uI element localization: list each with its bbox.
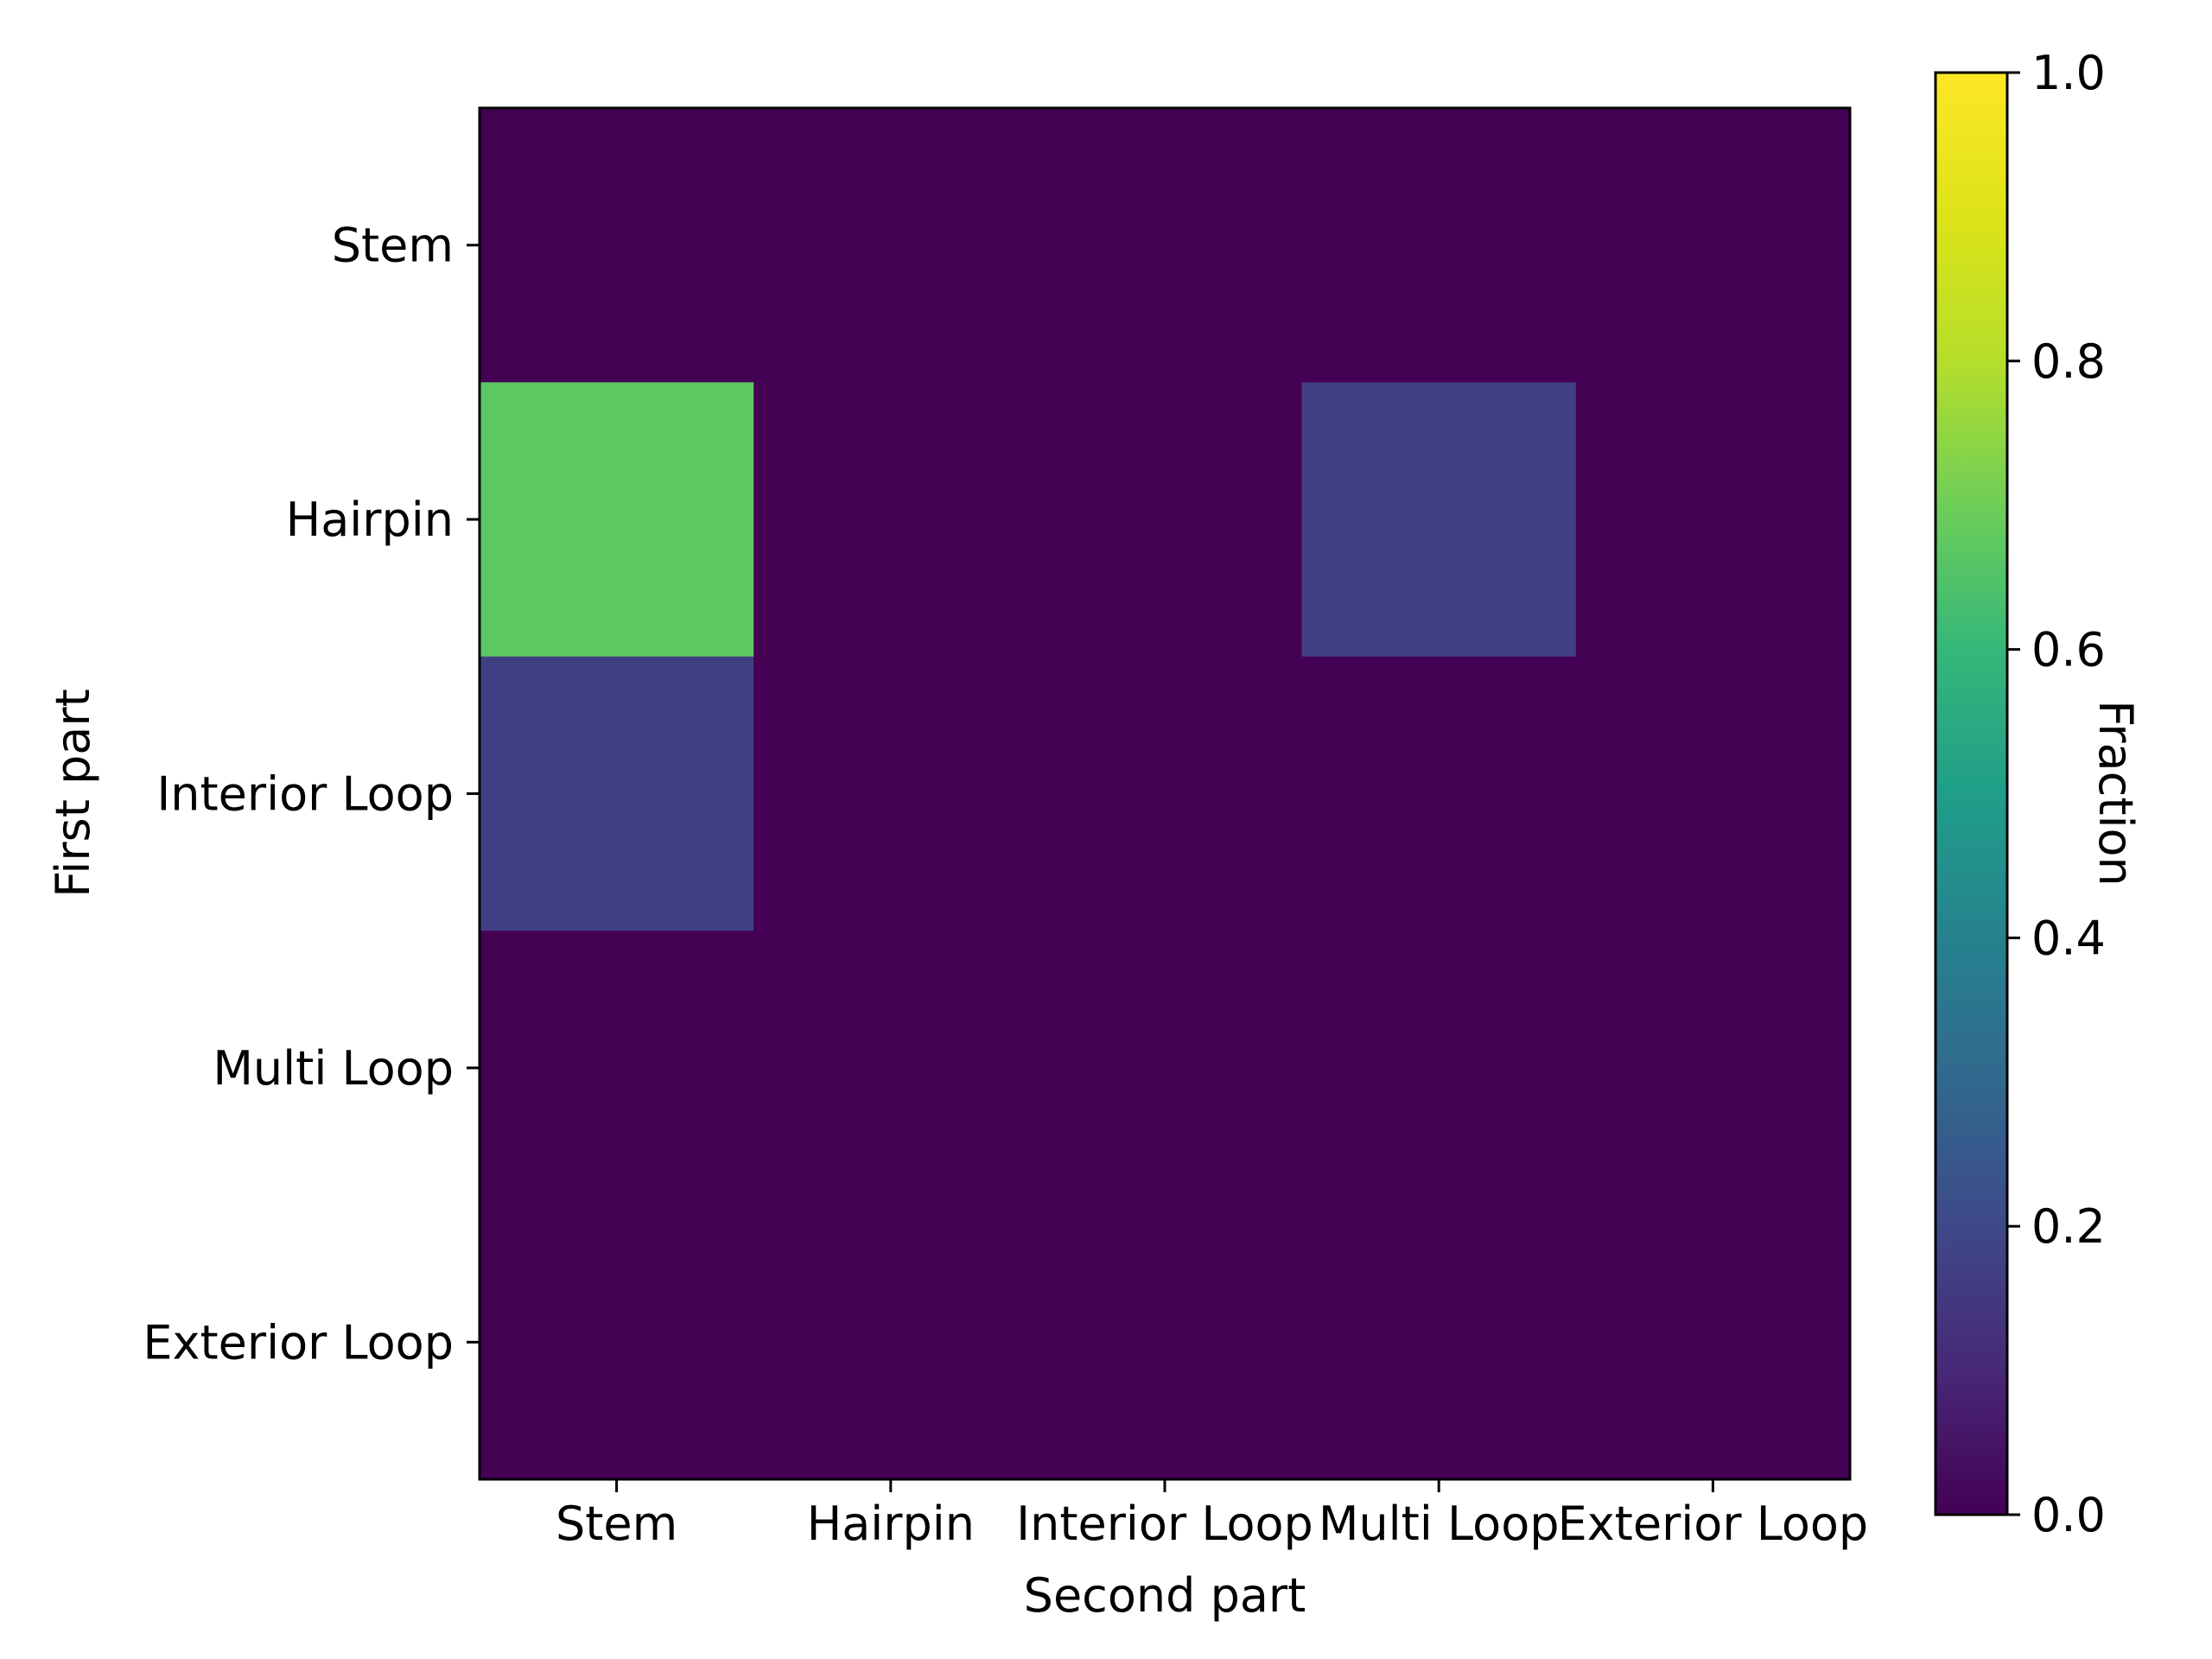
heatmap-cells (480, 108, 1851, 1480)
colorbar (1934, 71, 2009, 1516)
x-tick-label: Interior Loop (1016, 1497, 1313, 1551)
heatmap-cell (1027, 382, 1303, 658)
heatmap-cell (1027, 1205, 1303, 1480)
colorbar-tick-label: 0.6 (2031, 623, 2106, 677)
x-tick-label: Hairpin (807, 1497, 975, 1551)
colorbar-tick-label: 1.0 (2031, 46, 2106, 100)
heatmap-cell (753, 931, 1028, 1206)
heatmap-cell (753, 656, 1028, 931)
heatmap-cell (753, 382, 1028, 658)
heatmap-cell (1575, 656, 1851, 931)
colorbar-tick-label: 0.0 (2031, 1488, 2106, 1542)
y-tick-label: Exterior Loop (143, 1315, 454, 1370)
heatmap-cell (1301, 656, 1577, 931)
y-axis-label: First part (46, 689, 100, 898)
heatmap-cell (1027, 931, 1303, 1206)
heatmap-cell (1027, 656, 1303, 931)
heatmap-cell (1575, 931, 1851, 1206)
x-axis-ticks: Stem Hairpin Interior Loop Multi LoopExteri… (556, 1479, 1868, 1551)
heatmap-cell (1575, 1205, 1851, 1480)
heatmap-cell (480, 1205, 754, 1480)
x-tick-label: Exterior Loop (1558, 1497, 1869, 1551)
heatmap-cell (1301, 108, 1577, 383)
y-tick-label: Interior Loop (156, 767, 454, 822)
heatmap-cell (753, 1205, 1028, 1480)
heatmap-cell (753, 108, 1028, 383)
x-tick-label: Stem (556, 1497, 677, 1551)
heatmap-cell (480, 931, 754, 1206)
heatmap-cell (1575, 108, 1851, 383)
heatmap-cell (1301, 382, 1577, 658)
colorbar-tick-label: 0.2 (2031, 1199, 2106, 1254)
heatmap-cell (480, 656, 754, 931)
y-axis-ticks: Stem Hairpin Interior Loop Multi Loop Exteri… (143, 219, 480, 1370)
colorbar-tick-label: 0.4 (2031, 911, 2106, 965)
heatmap-cell (1301, 931, 1577, 1206)
colorbar-ticks: 0.0 0.2 0.4 0.6 0.8 1.0 (2007, 46, 2106, 1542)
x-axis-label: Second part (1024, 1568, 1306, 1623)
y-tick-label: Hairpin (286, 493, 454, 547)
colorbar-label: Fraction (2088, 700, 2143, 887)
heatmap-cell (1575, 382, 1851, 658)
heatmap-cell (480, 382, 754, 658)
y-tick-label: Stem (332, 219, 454, 273)
heatmap-cell (1027, 108, 1303, 383)
y-tick-label: Multi Loop (213, 1041, 454, 1096)
heatmap-cell (480, 108, 754, 383)
colorbar-tick-label: 0.8 (2031, 334, 2106, 389)
heatmap-cell (1301, 1205, 1577, 1480)
x-tick-label: Multi Loop (1319, 1497, 1560, 1551)
